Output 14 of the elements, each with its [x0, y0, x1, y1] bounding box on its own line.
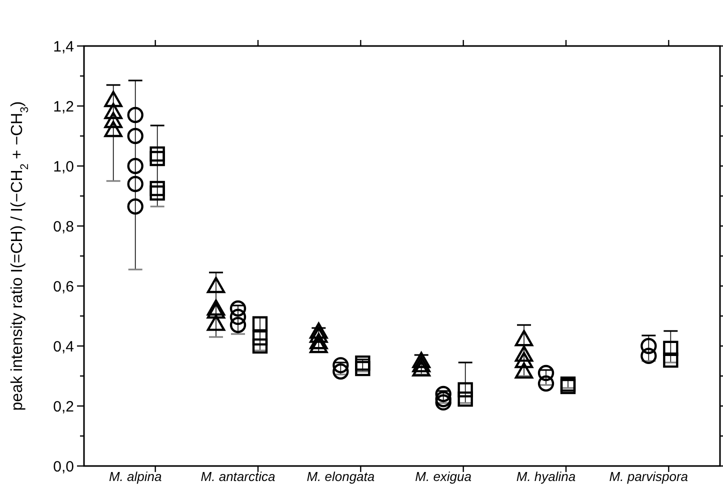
y-tick-label: 0,6	[53, 278, 74, 296]
x-tick-label: M. antarctica	[200, 469, 276, 484]
y-tick-label: 0,4	[53, 338, 74, 356]
y-tick-label: 1,2	[53, 98, 74, 116]
x-tick-label: M. exigua	[415, 469, 472, 484]
y-tick-label: 1,0	[53, 158, 74, 176]
x-tick-label: M. alpina	[108, 469, 162, 484]
y-tick-label: 0,0	[53, 458, 74, 476]
y-tick-label: 0,8	[53, 218, 74, 236]
x-tick-label: M. parvispora	[609, 469, 688, 484]
y-tick-label: 1,4	[53, 38, 74, 56]
x-tick-label: M. hyalina	[516, 469, 576, 484]
x-tick-label: M. elongata	[306, 469, 375, 484]
y-tick-label: 0,2	[53, 398, 74, 416]
